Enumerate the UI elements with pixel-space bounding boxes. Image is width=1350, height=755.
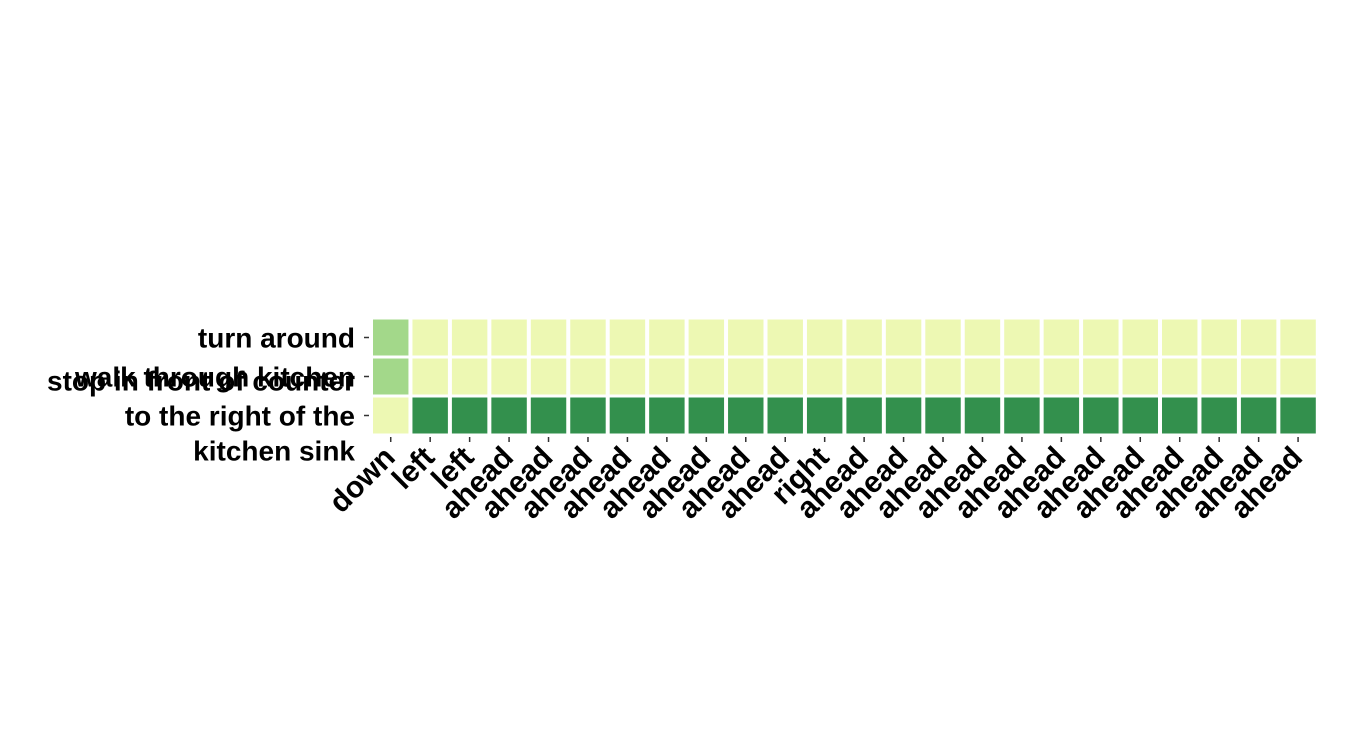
heatmap-cell-r0-c4 (530, 319, 567, 356)
heatmap-cell-r2-c15 (964, 397, 1001, 434)
heatmap-cell-r2-c14 (925, 397, 961, 434)
y-tick-label-1-line-0: walk through kitchen (74, 362, 355, 393)
heatmap-cell-r2-c8 (688, 397, 725, 434)
heatmap-cell-r0-c23 (1280, 319, 1316, 356)
y-tick-label-2-line-2: kitchen sink (193, 436, 355, 467)
heatmap-cell-r0-c16 (1004, 319, 1040, 356)
heatmap-cell-r2-c2 (451, 397, 488, 434)
heatmap-cell-r1-c6 (609, 358, 646, 395)
heatmap-cell-r2-c20 (1162, 397, 1198, 434)
heatmap-cell-r0-c2 (451, 319, 488, 356)
heatmap-cell-r2-c19 (1122, 397, 1158, 434)
heatmap-cell-r0-c1 (412, 319, 448, 356)
y-tick-label-0-line-0: turn around (198, 323, 355, 354)
heatmap-cell-r0-c7 (649, 319, 685, 356)
heatmap-cell-r2-c10 (767, 397, 803, 434)
heatmap-cell-r1-c3 (491, 358, 527, 395)
y-tick-label-2-line-0: stop in front of counter (47, 366, 355, 397)
heatmap-cell-r2-c13 (885, 397, 922, 434)
heatmap-cell-r0-c17 (1043, 319, 1080, 356)
heatmap-cell-r0-c11 (806, 319, 843, 356)
heatmap-cell-r1-c1 (412, 358, 448, 395)
heatmap-cell-r1-c9 (728, 358, 764, 395)
heatmap-cell-r1-c8 (688, 358, 725, 395)
heatmap-cell-r1-c20 (1162, 358, 1198, 395)
heatmap-cell-r2-c9 (728, 397, 764, 434)
heatmap-cell-r0-c12 (846, 319, 882, 356)
heatmap-cell-r2-c7 (649, 397, 685, 434)
heatmap-cell-r0-c15 (964, 319, 1001, 356)
heatmap-cell-r0-c21 (1201, 319, 1237, 356)
heatmap-cell-r0-c13 (885, 319, 922, 356)
heatmap-cell-r2-c6 (609, 397, 646, 434)
heatmap-cell-r0-c20 (1162, 319, 1198, 356)
heatmap-cell-r1-c16 (1004, 358, 1040, 395)
heatmap-cell-r1-c0 (373, 358, 409, 395)
heatmap-cell-r1-c23 (1280, 358, 1316, 395)
y-tick-label-2-line-1: to the right of the (125, 401, 355, 432)
heatmap-cell-r0-c22 (1240, 319, 1277, 356)
heatmap-cell-r1-c19 (1122, 358, 1158, 395)
heatmap-cell-r2-c17 (1043, 397, 1080, 434)
heatmap-cell-r2-c1 (412, 397, 448, 434)
heatmap-cell-r2-c21 (1201, 397, 1237, 434)
heatmap-cell-r0-c3 (491, 319, 527, 356)
heatmap-cell-r2-c12 (846, 397, 882, 434)
heatmap-cell-r1-c10 (767, 358, 803, 395)
heatmap-cell-r0-c8 (688, 319, 725, 356)
heatmap-cell-r0-c14 (925, 319, 961, 356)
heatmap-cell-r2-c22 (1240, 397, 1277, 434)
heatmap-cell-r2-c18 (1083, 397, 1119, 434)
heatmap-cell-r1-c22 (1240, 358, 1277, 395)
heatmap-cell-r0-c9 (728, 319, 764, 356)
heatmap-cell-r2-c5 (570, 397, 606, 434)
heatmap-cell-r1-c21 (1201, 358, 1237, 395)
heatmap-cell-r2-c23 (1280, 397, 1316, 434)
heatmap-cell-r0-c10 (767, 319, 803, 356)
heatmap-cell-r0-c5 (570, 319, 606, 356)
heatmap-cell-r0-c19 (1122, 319, 1158, 356)
heatmap-cell-r1-c12 (846, 358, 882, 395)
heatmap-cell-r2-c16 (1004, 397, 1040, 434)
heatmap-cell-r0-c6 (609, 319, 646, 356)
heatmap-cell-r1-c7 (649, 358, 685, 395)
heatmap-cell-r1-c11 (806, 358, 843, 395)
heatmap-cell-r1-c4 (530, 358, 567, 395)
heatmap-cell-r0-c18 (1083, 319, 1119, 356)
heatmap-cell-r1-c2 (451, 358, 488, 395)
heatmap-cell-r1-c15 (964, 358, 1001, 395)
heatmap-cell-r2-c3 (491, 397, 527, 434)
heatmap-cell-r2-c4 (530, 397, 567, 434)
heatmap-cell-r1-c14 (925, 358, 961, 395)
heatmap-cell-r1-c13 (885, 358, 922, 395)
heatmap-cell-r1-c5 (570, 358, 606, 395)
heatmap-cell-r2-c11 (806, 397, 843, 434)
heatmap-cell-r2-c0 (373, 397, 409, 434)
heatmap-cell-r0-c0 (373, 319, 409, 356)
heatmap-cell-r1-c17 (1043, 358, 1080, 395)
heatmap-cell-r1-c18 (1083, 358, 1119, 395)
